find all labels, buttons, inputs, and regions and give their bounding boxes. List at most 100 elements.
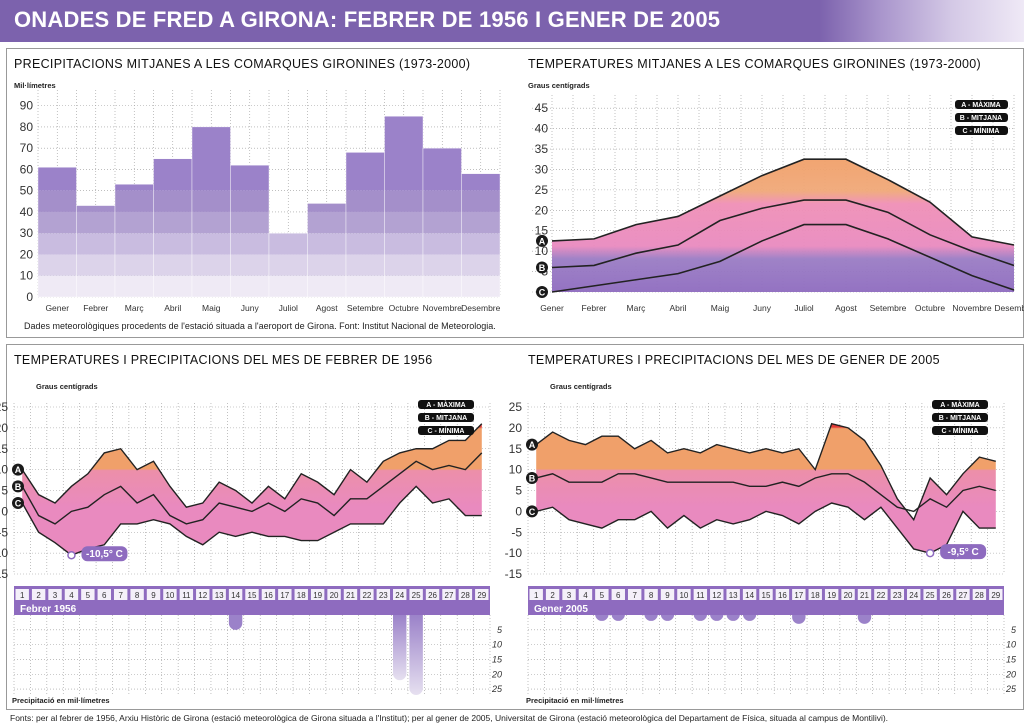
day-label: 28	[975, 591, 984, 600]
day-cell	[458, 589, 473, 600]
temperature-area	[22, 423, 482, 556]
precip-bar	[644, 614, 658, 621]
x-tick-label: Agost	[316, 303, 338, 313]
precip-chart-title: PRECIPITACIONS MITJANES A LES COMARQUES …	[14, 57, 471, 71]
day-cell	[196, 589, 210, 600]
data-source-note: Dades meteorològiques procedents de l'es…	[24, 321, 496, 331]
x-tick-label: Abril	[669, 303, 686, 313]
day-label: 6	[616, 591, 621, 600]
series-marker-c	[12, 497, 24, 510]
day-cell	[15, 589, 29, 600]
day-cell	[425, 589, 440, 600]
legend-label: C - MÍNIMA	[963, 126, 1000, 135]
x-tick-label: Maig	[202, 303, 221, 313]
y-tick-label: 15	[0, 442, 8, 456]
day-cell	[841, 589, 855, 600]
bar-segment	[384, 211, 423, 234]
series-marker-label: B	[529, 473, 536, 483]
day-cell	[939, 589, 954, 600]
x-tick-label: Agost	[835, 303, 857, 313]
day-cell	[562, 589, 576, 600]
y-tick-label: 30	[535, 162, 549, 176]
bar-segment	[153, 190, 192, 212]
day-cell	[409, 589, 423, 600]
legend-label: C - MÍNIMA	[428, 426, 465, 435]
bar-segment	[461, 211, 500, 234]
day-cell	[956, 589, 970, 600]
day-label: 3	[53, 591, 58, 600]
day-label: 26	[428, 591, 437, 600]
y-tick-label: 40	[20, 205, 34, 219]
y-tick-label: 60	[20, 162, 34, 176]
x-tick-label: Juny	[241, 303, 260, 313]
precip-bar	[409, 615, 423, 695]
title-banner: ONADES DE FRED A GIRONA: FEBRER DE 1956 …	[0, 0, 1024, 42]
day-cell	[245, 589, 259, 600]
day-label: 7	[118, 591, 123, 600]
day-label: 21	[860, 591, 869, 600]
day-cell	[48, 589, 62, 600]
bar-segment	[461, 233, 500, 255]
bar-segment	[423, 254, 462, 276]
y-tick-label: 20	[20, 247, 34, 261]
day-label: 25	[412, 591, 421, 600]
legend-box	[955, 126, 1008, 135]
bar-segment	[38, 211, 77, 234]
day-label: 13	[729, 591, 738, 600]
day-cell	[310, 589, 325, 600]
day-cell	[179, 589, 194, 600]
bar-segment	[115, 275, 154, 297]
x-tick-label: Gener	[45, 303, 69, 313]
day-label: 11	[696, 591, 705, 600]
y-axis-label: Graus centígrads	[550, 382, 612, 391]
day-cell	[294, 589, 308, 600]
bar-segment	[384, 275, 423, 297]
legend-box	[955, 113, 1008, 122]
day-label: 17	[280, 591, 289, 600]
precip-tick-label: 10	[1006, 640, 1016, 650]
day-label: 12	[198, 591, 207, 600]
x-tick-label: Desembre	[461, 303, 500, 313]
bar-segment	[346, 211, 385, 234]
bar-segment	[153, 275, 192, 297]
precip-tick-label: 25	[1005, 684, 1017, 694]
y-tick-label: -5	[511, 525, 522, 539]
bar-segment	[76, 205, 115, 212]
bar-segment	[346, 233, 385, 255]
bar-segment	[230, 190, 269, 212]
y-tick-label: -5	[0, 525, 8, 539]
precip-tick-label: 20	[1005, 669, 1016, 679]
day-cell	[890, 589, 905, 600]
bar-segment	[307, 203, 346, 212]
bar-segment	[269, 233, 308, 255]
x-tick-label: Juny	[753, 303, 772, 313]
precip-bar	[792, 615, 806, 624]
bar	[230, 164, 270, 298]
series-marker-b	[536, 261, 548, 274]
bar-segment	[423, 190, 462, 212]
series-line-b	[21, 452, 483, 525]
day-cell	[130, 589, 144, 600]
series-marker-label: A	[15, 465, 22, 475]
bar-segment	[192, 233, 231, 255]
series-marker-b	[12, 480, 24, 493]
day-cell	[113, 589, 128, 600]
series-line-a	[551, 158, 1015, 246]
bar-segment	[76, 211, 115, 234]
day-cell	[660, 589, 675, 600]
day-cell	[775, 589, 790, 600]
day-label: 4	[583, 591, 588, 600]
series-marker-label: C	[15, 499, 22, 509]
day-cell	[97, 589, 111, 600]
day-label: 28	[461, 591, 470, 600]
precip-bar	[595, 614, 609, 621]
precip-tick-label: 5	[1011, 625, 1017, 635]
feb1956-chart-title: TEMPERATURES I PRECIPITACIONS DEL MES DE…	[14, 353, 433, 367]
bar-segment	[307, 254, 346, 276]
bar-segment	[76, 275, 115, 297]
y-tick-label: 20	[509, 421, 523, 435]
y-axis-label: Mil·límetres	[14, 81, 56, 90]
x-tick-label: Juliol	[794, 303, 813, 313]
day-cell	[578, 589, 593, 600]
